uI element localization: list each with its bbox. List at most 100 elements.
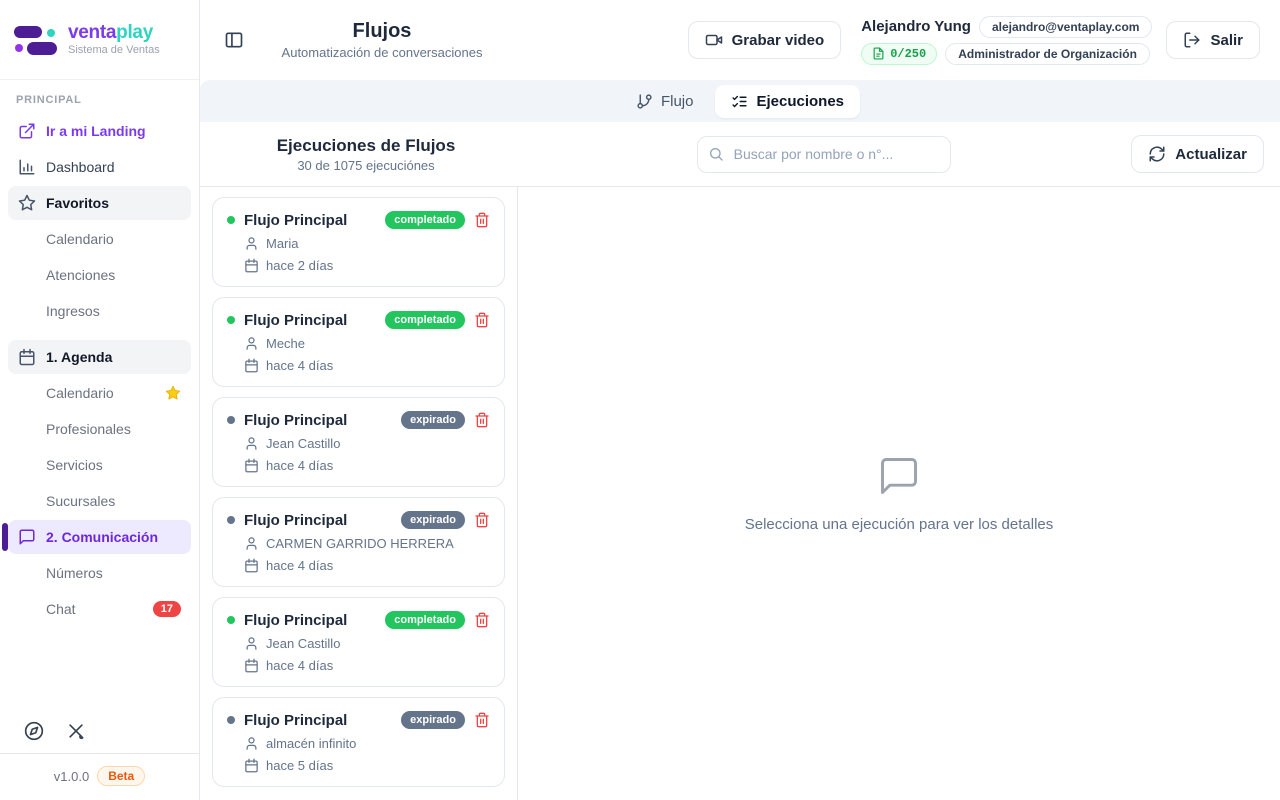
sidebar-item-calendario[interactable]: Calendario [8,222,191,256]
status-badge: expirado [401,511,465,529]
sidebar-item-servicios[interactable]: Servicios [8,448,191,482]
brand-logo: ventaplay Sistema de Ventas [0,0,199,80]
execution-name: Flujo Principal [244,611,348,629]
sidebar: ventaplay Sistema de Ventas PRINCIPAL Ir… [0,0,200,800]
execution-name: Flujo Principal [244,311,348,329]
calendar-icon [244,558,259,573]
executions-list[interactable]: Flujo Principal completado Maria hace 2 … [200,187,518,800]
tab-ejecuciones[interactable]: Ejecuciones [715,84,861,118]
bar-chart-icon [18,158,36,176]
status-badge: expirado [401,411,465,429]
sidebar-item-calendario[interactable]: Calendario [8,376,191,410]
sidebar-item-ir-a-mi-landing[interactable]: Ir a mi Landing [8,114,191,148]
tools-icon[interactable] [66,721,86,741]
sidebar-item-label: Dashboard [46,159,115,175]
user-role-badge: Administrador de Organización [945,42,1150,65]
execution-person: Jean Castillo [266,436,341,451]
execution-name: Flujo Principal [244,711,348,729]
execution-card[interactable]: Flujo Principal expirado Jean Castillo h… [212,397,505,487]
sidebar-item-label: 2. Comunicación [46,529,159,545]
person-icon [244,536,259,551]
brand-logo-icon [14,22,60,58]
logout-button[interactable]: Salir [1166,21,1260,59]
view-tabbar: Flujo Ejecuciones [200,80,1280,122]
speech-bubble-icon [877,454,921,498]
status-dot [227,616,235,624]
delete-icon[interactable] [474,212,490,228]
sidebar-item-label: Favoritos [46,195,110,211]
execution-time: hace 4 días [266,358,334,373]
execution-person: CARMEN GARRIDO HERRERA [266,536,454,551]
person-icon [244,736,259,751]
execution-card[interactable]: Flujo Principal completado Maria hace 2 … [212,197,505,287]
record-video-button[interactable]: Grabar video [687,21,842,59]
user-info: Alejandro Yung alejandro@ventaplay.com 0… [861,15,1153,65]
sidebar-item-favoritos[interactable]: Favoritos [8,186,191,220]
sidebar-item-label: Sucursales [46,493,116,509]
user-email-badge: alejandro@ventaplay.com [978,15,1153,38]
status-badge: expirado [401,711,465,729]
execution-time: hace 4 días [266,558,334,573]
sidebar-item-profesionales[interactable]: Profesionales [8,412,191,446]
execution-person: Meche [266,336,306,351]
delete-icon[interactable] [474,312,490,328]
person-icon [244,236,259,251]
calendar-icon [244,358,259,373]
delete-icon[interactable] [474,612,490,628]
execution-card[interactable]: Flujo Principal expirado CARMEN GARRIDO … [212,497,505,587]
sidebar-item-label: Números [46,565,103,581]
refresh-button[interactable]: Actualizar [1131,135,1264,173]
sidebar-item-ingresos[interactable]: Ingresos [8,294,191,328]
delete-icon[interactable] [474,412,490,428]
chat-icon [18,528,36,546]
compass-icon[interactable] [24,721,44,741]
calendar-icon [244,758,259,773]
status-dot [227,516,235,524]
sidebar-item-label: 1. Agenda [46,349,113,365]
sidebar-item-n-meros[interactable]: Números [8,556,191,590]
tab-flujo[interactable]: Flujo [620,85,710,118]
sidebar-item-label: Profesionales [46,421,131,437]
brand-tagline: Sistema de Ventas [68,44,160,57]
quota-badge: 0/250 [861,42,938,65]
executions-count: 30 de 1075 ejecuciónes [297,157,435,173]
user-name: Alejandro Yung [861,18,971,35]
execution-card[interactable]: Flujo Principal completado Meche hace 4 … [212,297,505,387]
logout-icon [1183,31,1201,49]
execution-card[interactable]: Flujo Principal expirado almacén infinit… [212,697,505,787]
video-icon [705,31,723,49]
execution-time: hace 4 días [266,458,334,473]
sidebar-toggle-icon[interactable] [224,30,244,50]
sidebar-item-chat[interactable]: Chat 17 [8,592,191,626]
calendar-icon [18,348,36,366]
execution-name: Flujo Principal [244,411,348,429]
sidebar-item-2-comunicaci-n[interactable]: 2. Comunicación [2,520,191,554]
sidebar-item-sucursales[interactable]: Sucursales [8,484,191,518]
sidebar-item-label: Calendario [46,231,114,247]
calendar-icon [244,458,259,473]
delete-icon[interactable] [474,512,490,528]
execution-time: hace 4 días [266,658,334,673]
sidebar-item-1-agenda[interactable]: 1. Agenda [8,340,191,374]
brand-name: ventaplay [68,21,153,43]
execution-card[interactable]: Flujo Principal completado Jean Castillo… [212,597,505,687]
delete-icon[interactable] [474,712,490,728]
chat-count-badge: 17 [152,601,181,617]
favorite-star-icon[interactable] [165,385,181,401]
execution-name: Flujo Principal [244,511,348,529]
person-icon [244,336,259,351]
sidebar-item-atenciones[interactable]: Atenciones [8,258,191,292]
execution-detail-panel: Selecciona una ejecución para ver los de… [518,187,1280,800]
executions-title: Ejecuciones de Flujos [276,135,456,155]
execution-time: hace 5 días [266,758,334,773]
file-icon [872,47,885,60]
execution-person: almacén infinito [266,736,357,751]
status-dot [227,716,235,724]
status-dot [227,216,235,224]
sidebar-section-label: PRINCIPAL [16,94,82,106]
person-icon [244,436,259,451]
execution-time: hace 2 días [266,258,334,273]
search-input[interactable] [696,135,951,173]
list-checks-icon [731,93,748,110]
sidebar-item-dashboard[interactable]: Dashboard [8,150,191,184]
